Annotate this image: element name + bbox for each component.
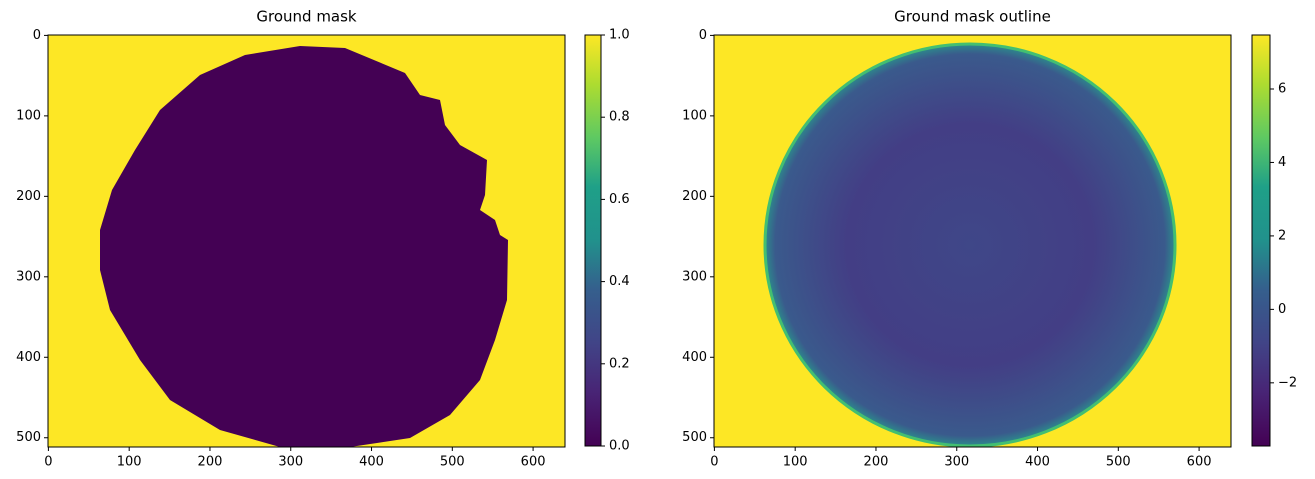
image-left — [48, 35, 565, 447]
x-tick-label: 300 — [944, 455, 969, 470]
y-tick-label: 200 — [682, 189, 707, 204]
colorbar-tick-label: 2 — [1278, 228, 1286, 243]
y-tick-label: 300 — [16, 269, 41, 284]
colorbar-tick-label: 0.2 — [609, 356, 630, 371]
x-tick-label: 600 — [1187, 455, 1212, 470]
x-tick-label: 300 — [278, 455, 303, 470]
y-tick-label: 500 — [16, 430, 41, 445]
colorbar-tick-label: 0.8 — [609, 110, 630, 125]
x-tick-label: 100 — [783, 455, 808, 470]
y-tick-label: 500 — [682, 430, 707, 445]
y-tick-label: 400 — [16, 350, 41, 365]
chart-title: Ground mask outline — [894, 8, 1051, 26]
y-tick-label: 100 — [682, 108, 707, 123]
y-tick-label: 0 — [699, 28, 707, 43]
x-tick-label: 0 — [44, 455, 52, 470]
colorbar-tick-label: 6 — [1278, 81, 1286, 96]
y-tick-label: 200 — [16, 189, 41, 204]
figure: Ground mask01002003004005006000100200300… — [0, 0, 1315, 475]
colorbar-tick-label: 1.0 — [609, 28, 630, 43]
colorbar-tick-label: 0.6 — [609, 192, 630, 207]
colorbar-tick-label: −2 — [1278, 375, 1297, 390]
x-tick-label: 500 — [1106, 455, 1131, 470]
y-tick-label: 100 — [16, 108, 41, 123]
y-tick-label: 0 — [33, 28, 41, 43]
colorbar-tick-label: 0.0 — [609, 439, 630, 454]
x-tick-label: 400 — [1025, 455, 1050, 470]
colorbar-tick-label: 4 — [1278, 155, 1286, 170]
chart-title: Ground mask — [256, 8, 357, 26]
y-tick-label: 400 — [682, 350, 707, 365]
outline-region — [765, 44, 1175, 446]
x-tick-label: 200 — [198, 455, 223, 470]
x-tick-label: 600 — [521, 455, 546, 470]
x-tick-label: 400 — [359, 455, 384, 470]
image-right — [714, 35, 1231, 447]
x-tick-label: 200 — [864, 455, 889, 470]
colorbar — [585, 35, 601, 446]
colorbar-tick-label: 0 — [1278, 302, 1286, 317]
x-tick-label: 500 — [440, 455, 465, 470]
x-tick-label: 0 — [710, 455, 718, 470]
y-tick-label: 300 — [682, 269, 707, 284]
x-tick-label: 100 — [117, 455, 142, 470]
colorbar-tick-label: 0.4 — [609, 274, 630, 289]
colorbar — [1252, 35, 1270, 446]
